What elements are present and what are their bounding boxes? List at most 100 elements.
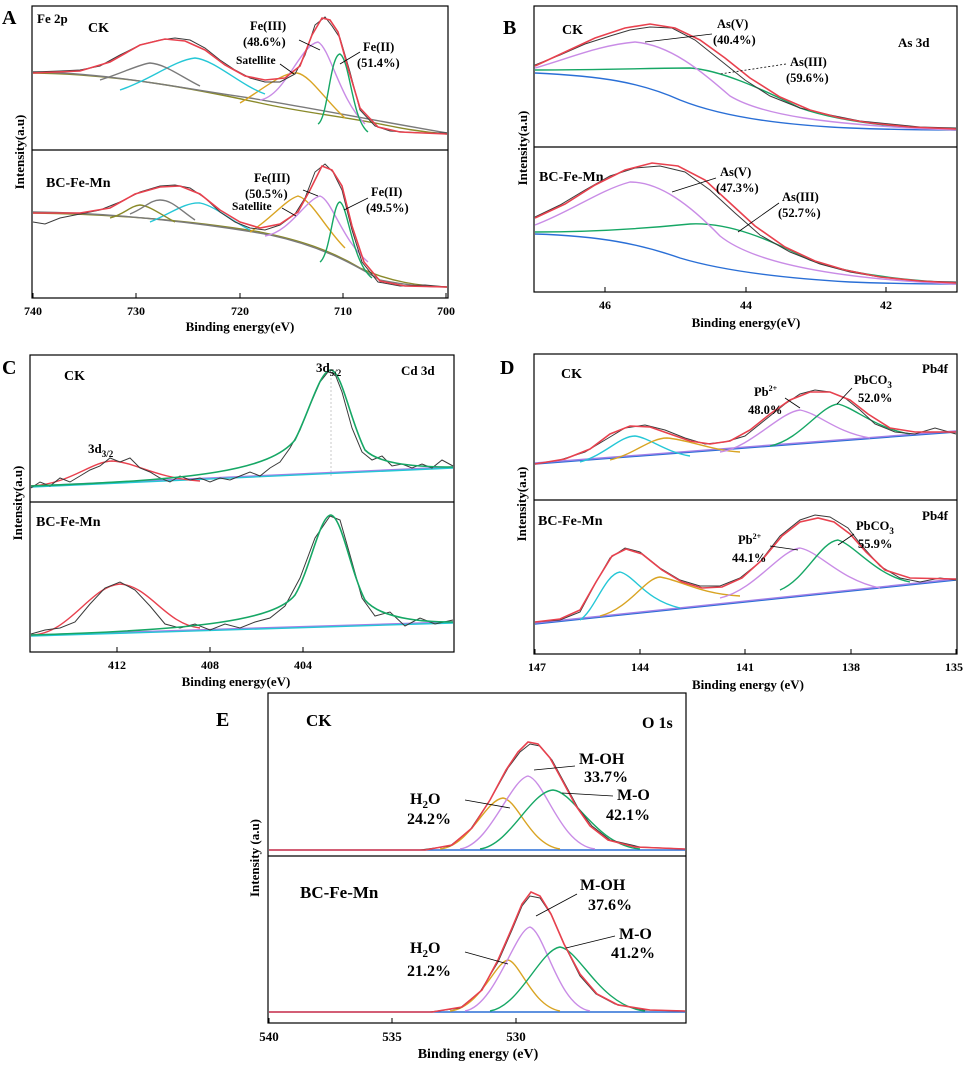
panel-d-bottom-pbco3-label: PbCO3	[856, 519, 894, 536]
panel-e-top-h2o-label: H2O	[410, 791, 440, 811]
panel-e-bottom-sample: BC-Fe-Mn	[300, 883, 379, 902]
panel-a-bottom-peak-satellite	[249, 195, 346, 249]
panel-b-top-background	[534, 72, 957, 131]
panel-c-letter: C	[2, 357, 16, 379]
panel-c-bottom-curves	[30, 514, 454, 637]
panel-b-top-peak-as5	[534, 41, 957, 131]
panel-a-bottom-peak-fe2	[319, 201, 373, 279]
panel-a-tick-label: 700	[437, 304, 455, 318]
panel-b-top-as5-pct: (40.4%)	[713, 33, 756, 47]
panel-c-title: Cd 3d	[401, 363, 435, 378]
panel-c-tick-label: 404	[294, 658, 312, 672]
panel-d-x-axis: 147 144 141 138 135 Binding energy (eV)	[528, 649, 963, 692]
panel-b-bottom-sample: BC-Fe-Mn	[539, 170, 604, 185]
panel-e-annotations: M-OH 33.7% M-O 42.1% H2O 24.2% M-OH 37.6…	[407, 751, 655, 980]
panel-b-top-curves	[534, 23, 957, 131]
panel-d-bottom-pbco3-pct: 55.9%	[858, 537, 892, 551]
panel-d-bottom-peak-orange	[599, 576, 741, 617]
panel-a-top-fe2-pointer	[339, 51, 361, 65]
panel-e-frame	[267, 692, 687, 1024]
panel-d-bottom-baseline-violet	[534, 578, 957, 624]
panel-d-top-peak-orange	[609, 437, 741, 461]
panel-a-bottom-fe3-label: Fe(III)	[254, 171, 290, 185]
panel-e-bottom-mo-label: M-O	[619, 926, 652, 943]
panel-a-top-fe2-label: Fe(II)	[363, 40, 394, 54]
panel-e-bottom-h2o-pct: 21.2%	[407, 963, 451, 980]
panel-c-top-baseline-cyan	[30, 467, 454, 488]
panel-a-bottom-envelope	[33, 164, 448, 288]
panel-e-bottom-mo-pct: 41.2%	[611, 945, 655, 962]
panel-e-bottom-h2o-label: H2O	[410, 940, 440, 960]
panel-b-ylabel: Intensity(a.u)	[515, 111, 530, 186]
panel-a-top-sample: CK	[88, 21, 109, 36]
panel-c-3d52-label: 3d5/2	[316, 360, 342, 378]
panel-d-top-raw	[534, 389, 957, 465]
panel-a-top-satellite-label: Satellite	[236, 55, 276, 67]
panel-c-top-peak-3d32	[30, 460, 201, 487]
panel-a-bottom-background-gray	[32, 211, 448, 288]
panel-d-bottom-peak-pb2	[719, 547, 881, 599]
panel-a-bottom-peak-fe3	[264, 195, 369, 263]
panel-a-top-curves	[32, 16, 448, 135]
panel-b-xlabel: Binding energy(eV)	[692, 315, 801, 330]
panel-c-x-axis: 412 408 404 Binding energy(eV)	[108, 647, 312, 689]
panel-b-top-raw	[534, 26, 957, 129]
panel-d-bottom-title: Pb4f	[922, 508, 949, 523]
panel-b-top-as3-pointer	[719, 63, 787, 75]
panel-a-top-peak-cyan	[119, 57, 266, 95]
panel-d-top-title: Pb4f	[922, 361, 949, 376]
panel-a-top-fe3-label: Fe(III)	[250, 19, 286, 33]
panel-b-tick-label: 42	[880, 298, 892, 312]
panel-e-tick-label: 535	[382, 1029, 402, 1044]
panel-e-top-h2o-pointer	[464, 799, 511, 809]
panel-d: D CK Pb4f BC-Fe-Mn Pb4f Pb2+	[500, 353, 963, 692]
panel-a-bottom-fe2-pct: (49.5%)	[366, 201, 409, 215]
panel-a-top-background-olive	[32, 72, 448, 135]
panel-b-top-as3-pct: (59.6%)	[786, 71, 829, 85]
panel-a-top-fe2-pct: (51.4%)	[357, 56, 400, 70]
panel-a-bottom-peak-olive	[109, 204, 176, 223]
panel-a-bottom-sample: BC-Fe-Mn	[46, 176, 111, 191]
panel-a-x-axis: 740 730 720 710 700 Binding energy(eV)	[24, 293, 455, 334]
panel-b-bottom-as5-label: As(V)	[720, 165, 751, 179]
panel-b-bottom-background	[534, 233, 957, 285]
panel-e-letter: E	[216, 709, 229, 731]
panel-d-bottom-curves	[534, 514, 957, 625]
panel-e-top-curves	[269, 741, 686, 851]
panel-e-top-moh-pct: 33.7%	[584, 769, 628, 786]
panel-e-bottom-moh-pct: 37.6%	[588, 897, 632, 914]
panel-c-bottom-sample: BC-Fe-Mn	[36, 515, 101, 530]
panel-d-tick-label: 144	[631, 660, 649, 674]
panel-a-title: Fe 2p	[37, 11, 68, 26]
panel-e-top-peak-h2o	[439, 797, 561, 850]
panel-d-top-peak-pb2	[719, 409, 871, 453]
panel-d-top-pb2-label: Pb2+	[754, 384, 778, 399]
panel-d-tick-label: 147	[528, 660, 546, 674]
panel-e-bottom-moh-pointer	[535, 893, 578, 917]
panel-d-top-pbco3-pct: 52.0%	[858, 391, 892, 405]
panel-c-tick-label: 408	[201, 658, 219, 672]
panel-c-bottom-peak-3d32	[30, 583, 201, 636]
panel-a: A Fe 2p CK BC-Fe-Mn	[2, 5, 455, 334]
panel-d-bottom-pb2-label: Pb2+	[738, 532, 762, 547]
panel-b-bottom-peak-as5	[534, 181, 957, 285]
panel-d-top-pb2-pct: 48.0%	[748, 403, 782, 417]
panel-c-bottom-baseline-cyan	[30, 622, 454, 637]
panel-d-xlabel: Binding energy (eV)	[692, 677, 804, 692]
panel-e-top-sample: CK	[306, 711, 332, 730]
panel-c-top-raw	[30, 371, 454, 489]
panel-c-top-peak-3d52	[30, 369, 454, 487]
panel-e-bottom-peak-mo	[489, 946, 646, 1012]
panel-b-annotations: As(V) (40.4%) As(III) (59.6%) As(V) (47.…	[644, 17, 829, 233]
panel-a-top-fe3-pct: (48.6%)	[243, 35, 286, 49]
panel-b-bottom-as3-pct: (52.7%)	[778, 206, 821, 220]
panel-c-bottom-raw	[30, 515, 454, 635]
panel-e-tick-label: 530	[506, 1029, 526, 1044]
panel-a-annotations: Fe(III) (48.6%) Fe(II) (51.4%) Satellite…	[232, 19, 409, 217]
panel-e-title: O 1s	[642, 715, 673, 732]
panel-c-annotations: 3d3/2 3d5/2	[88, 360, 342, 459]
panel-d-top-peak-cyan	[579, 435, 691, 463]
panel-e-top-peak-mo	[479, 789, 641, 850]
panel-d-bottom-pbco3-pointer	[837, 533, 855, 546]
panel-d-top-pb2-pointer	[784, 397, 801, 409]
